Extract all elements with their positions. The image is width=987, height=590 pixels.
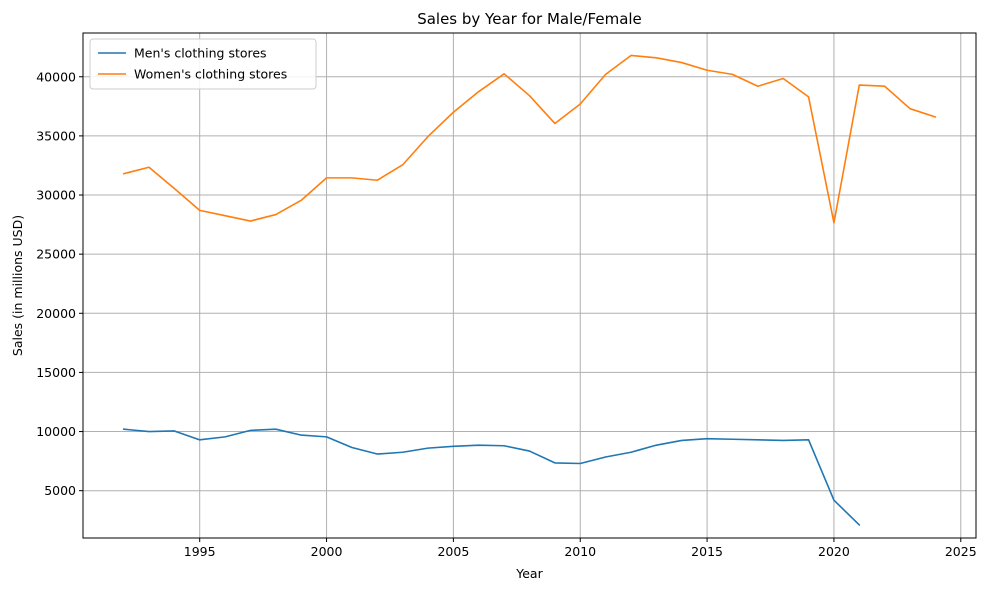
y-tick-label: 5000 [44, 483, 76, 498]
y-tick-label: 25000 [36, 247, 76, 262]
y-axis-ticks: 5000 10000 15000 20000 25000 30000 35000 40000 [36, 69, 83, 498]
legend: Men's clothing stores Women's clothing st… [89, 38, 317, 90]
x-tick-label: 2025 [945, 544, 977, 559]
x-tick-label: 1995 [184, 544, 216, 559]
plot-frame [82, 32, 977, 539]
x-tick-label: 2010 [564, 544, 596, 559]
x-axis-ticks: 1995 2000 2005 2010 2015 2020 2025 [184, 538, 977, 559]
legend-items: Men's clothing stores Women's clothing st… [98, 46, 287, 82]
series-line-womens-clothing-stores [122, 54, 937, 224]
y-axis-label: Sales (in millions USD) [10, 215, 25, 356]
y-tick-label: 30000 [36, 188, 76, 203]
grid [83, 33, 976, 538]
y-tick-label: 35000 [36, 128, 76, 143]
series-line-mens-clothing-stores [122, 428, 861, 526]
x-axis-label: Year [515, 566, 543, 581]
legend-label: Women's clothing stores [134, 67, 287, 82]
x-tick-label: 2000 [311, 544, 343, 559]
legend-label: Men's clothing stores [134, 46, 267, 61]
x-tick-label: 2015 [691, 544, 723, 559]
legend-box [89, 38, 317, 90]
y-tick-label: 40000 [36, 69, 76, 84]
x-tick-label: 2005 [437, 544, 469, 559]
y-tick-label: 20000 [36, 306, 76, 321]
y-tick-label: 15000 [36, 365, 76, 380]
x-tick-label: 2020 [818, 544, 850, 559]
series-layer [122, 54, 937, 526]
chart-title: Sales by Year for Male/Female [417, 10, 642, 28]
y-tick-label: 10000 [36, 424, 76, 439]
